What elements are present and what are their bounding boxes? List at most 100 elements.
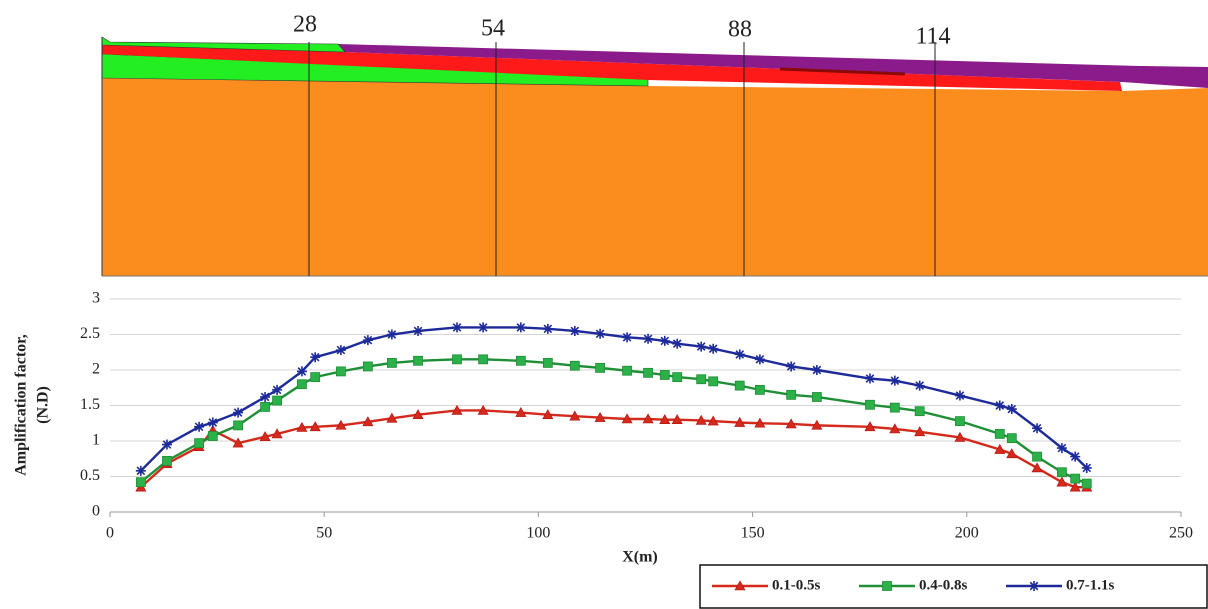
data-point (162, 455, 172, 466)
section-label: 88 (728, 17, 752, 43)
x-axis-title: X(m) (622, 549, 658, 566)
data-point (955, 416, 965, 427)
data-point (695, 414, 707, 425)
data-point (412, 409, 424, 420)
data-point (259, 431, 271, 442)
legend-marker (882, 581, 892, 591)
data-point (272, 395, 282, 406)
data-point (1056, 443, 1067, 454)
data-point (671, 414, 683, 425)
data-point (659, 370, 670, 380)
data-point (786, 389, 797, 400)
data-point (734, 416, 746, 427)
data-point (232, 437, 244, 448)
data-point (296, 421, 308, 432)
data-point (542, 323, 553, 334)
section-label: 28 (293, 12, 317, 38)
data-point (161, 439, 172, 450)
data-point (672, 338, 683, 349)
legend-label: 0.7-1.1s (1066, 577, 1114, 593)
data-point (1069, 481, 1081, 492)
data-point (754, 417, 766, 428)
data-point (864, 373, 875, 384)
section-label: 114 (915, 24, 950, 50)
data-point (707, 415, 719, 426)
data-point (954, 390, 965, 401)
data-point (622, 332, 633, 343)
legend-marker (734, 580, 746, 591)
series-line (139, 326, 1088, 472)
y-tick-label: 0.5 (80, 467, 100, 484)
data-point (785, 418, 797, 429)
y-tick-label: 3 (92, 290, 100, 307)
data-point (1032, 451, 1042, 462)
layer-orange (102, 78, 1208, 276)
data-point (594, 411, 606, 422)
data-point (595, 362, 605, 373)
data-point (889, 375, 900, 386)
x-tick-label: 250 (1169, 525, 1193, 542)
series-line (140, 409, 1087, 489)
data-point (335, 419, 347, 430)
y-axis-title: Amplification factor, (13, 334, 30, 476)
legend-label: 0.4-0.8s (919, 577, 967, 593)
data-point (386, 357, 397, 368)
data-point (734, 380, 745, 391)
data-point (914, 406, 925, 417)
data-point (260, 391, 271, 402)
data-point (696, 374, 707, 385)
data-point (811, 419, 823, 430)
data-point (515, 322, 526, 333)
data-point (696, 341, 707, 352)
x-tick-label: 150 (741, 525, 765, 542)
lens (779, 67, 906, 76)
data-point (994, 443, 1006, 454)
data-point (1070, 451, 1081, 462)
data-point (659, 335, 670, 346)
data-point (207, 431, 218, 441)
data-point (569, 410, 581, 421)
data-point (569, 360, 580, 371)
data-point (1057, 467, 1067, 478)
data-point (335, 345, 346, 356)
data-point (272, 384, 283, 395)
data-point (1056, 476, 1068, 487)
x-tick-label: 50 (316, 525, 332, 542)
data-point (386, 412, 398, 423)
legend-marker (1029, 581, 1039, 591)
data-point (754, 384, 765, 395)
layer-purple (338, 44, 1208, 88)
y-tick-label: 1 (92, 432, 100, 449)
data-point (362, 361, 373, 372)
data-point (451, 404, 463, 415)
data-point (994, 428, 1005, 439)
data-point (1006, 448, 1018, 459)
data-point (708, 376, 719, 387)
y-tick-label: 0 (92, 503, 100, 520)
data-point (672, 372, 683, 383)
data-point (362, 416, 374, 427)
legend (699, 564, 1208, 609)
cross-section: 28 54 88 114 (101, 12, 1208, 277)
data-point (994, 400, 1005, 411)
data-point (260, 402, 270, 412)
data-point (135, 477, 146, 488)
data-point (914, 380, 925, 391)
data-point (659, 414, 671, 425)
data-point (643, 367, 653, 378)
data-point (1032, 423, 1043, 434)
data-point (310, 372, 321, 383)
data-point (1006, 404, 1017, 415)
data-point (1081, 462, 1092, 473)
series-line (140, 358, 1088, 485)
x-tick-label: 200 (955, 525, 979, 542)
y-tick-label: 2.5 (80, 325, 100, 342)
data-point (754, 354, 765, 365)
y-tick-label: 2 (92, 361, 100, 378)
data-point (135, 465, 146, 476)
data-point (811, 392, 822, 402)
data-point (889, 402, 900, 413)
legend-label: 0.1-0.5s (772, 577, 820, 593)
data-point (452, 354, 462, 365)
data-point (889, 423, 901, 434)
